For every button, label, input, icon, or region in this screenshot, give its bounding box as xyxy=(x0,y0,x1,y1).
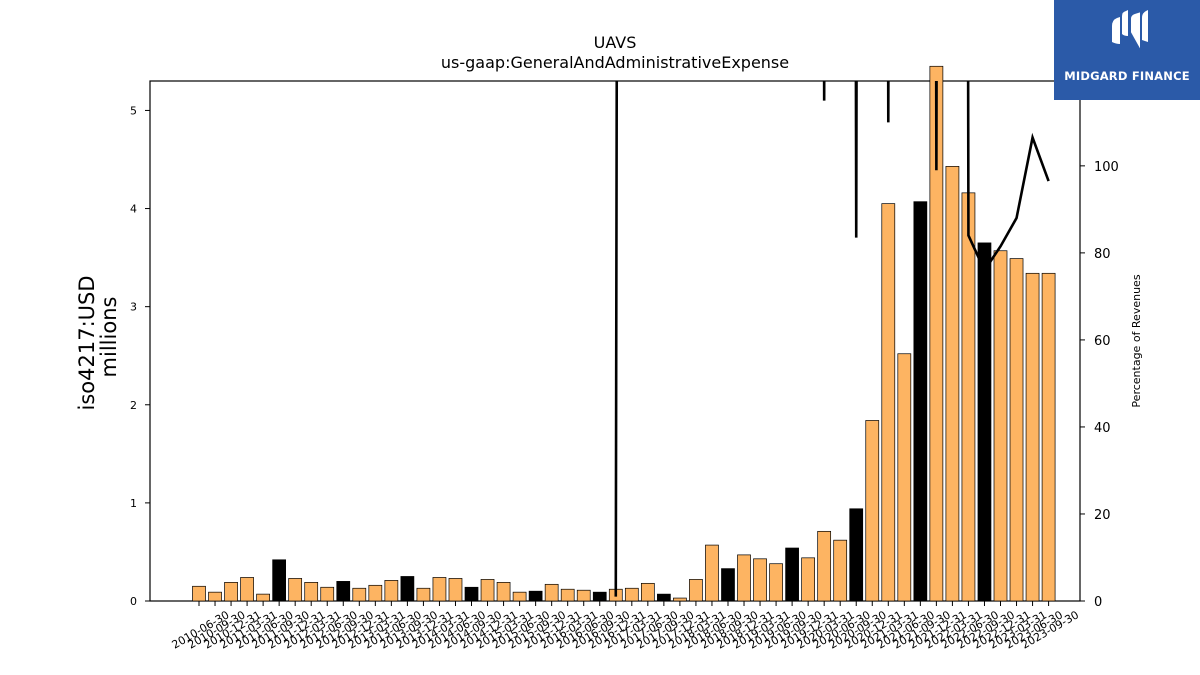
y-left-tick-label: 1 xyxy=(130,497,137,510)
bar-2011-09-30 xyxy=(272,559,286,602)
bar-2022-09-30 xyxy=(977,242,992,602)
bar-2010-06-30 xyxy=(192,585,206,602)
y-axis-right-label: Percentage of Revenues xyxy=(1130,274,1143,407)
y-left-tick-label: 2 xyxy=(130,399,137,412)
y-right-tick-label: 100 xyxy=(1094,160,1119,175)
bar-2021-09-30 xyxy=(913,201,928,602)
y-right-tick-label: 20 xyxy=(1094,508,1111,523)
bar-2016-03-31 xyxy=(560,588,575,602)
bar-2018-06-30 xyxy=(705,544,719,602)
bar-2022-06-30 xyxy=(961,192,976,602)
bar-2012-03-31 xyxy=(304,582,319,602)
bar-2010-12-31 xyxy=(224,582,238,602)
midgard-logo-icon xyxy=(1112,10,1148,49)
bar-2014-12-31 xyxy=(480,579,495,602)
bar-2016-06-30 xyxy=(576,589,591,602)
bar-2011-06-30 xyxy=(256,593,270,602)
bar-2023-03-31 xyxy=(1009,258,1024,602)
line-layer xyxy=(614,81,1050,597)
y-axis-left-label-line1: iso4217:USD xyxy=(75,275,99,410)
bar-2023-09-30 xyxy=(1041,272,1056,602)
x-axis: 2010-06-302010-09-302010-12-312011-03-31… xyxy=(170,601,1081,652)
bar-2011-03-31 xyxy=(240,577,254,602)
bar-2021-03-31 xyxy=(881,203,896,602)
bar-2013-06-30 xyxy=(384,580,399,602)
y-axis-left-label-line2: millions xyxy=(97,297,121,378)
chart-title: UAVS xyxy=(594,33,637,52)
bar-2018-12-31 xyxy=(737,554,751,602)
bar-2020-06-30 xyxy=(833,539,848,602)
bar-2015-09-30 xyxy=(528,590,543,602)
y-left-tick-label: 5 xyxy=(130,104,137,117)
bar-2015-06-30 xyxy=(512,591,527,602)
y-left-tick-label: 3 xyxy=(130,301,137,314)
bar-layer xyxy=(192,65,1056,602)
y-left-tick-label: 4 xyxy=(130,203,137,216)
bar-2017-09-30 xyxy=(657,593,671,602)
pct-revenue-line xyxy=(614,81,1050,597)
y-left-tick-label: 0 xyxy=(130,595,137,608)
y-axis-right: 0 20 40 60 80 100 xyxy=(1080,160,1119,610)
bar-2012-09-30 xyxy=(336,581,351,602)
bar-2013-12-31 xyxy=(416,587,431,602)
brand-logo: MIDGARD FINANCE xyxy=(1054,0,1200,100)
bar-2017-06-30 xyxy=(640,582,655,602)
bar-2014-06-30 xyxy=(448,578,463,602)
bar-2010-09-30 xyxy=(208,591,222,602)
y-right-tick-label: 0 xyxy=(1094,595,1102,610)
bar-2017-03-31 xyxy=(624,587,639,602)
brand-name: MIDGARD FINANCE xyxy=(1064,69,1190,83)
y-axis-left: 0 1 2 3 4 5 xyxy=(130,104,150,608)
bar-2020-09-30 xyxy=(849,508,864,602)
bar-2013-09-30 xyxy=(400,576,415,602)
bar-2020-03-31 xyxy=(817,530,832,602)
y-right-tick-label: 60 xyxy=(1094,334,1111,349)
chart-subtitle: us-gaap:GeneralAndAdministrativeExpense xyxy=(441,53,789,72)
bar-2019-03-31 xyxy=(753,558,767,602)
bar-2012-12-31 xyxy=(352,587,367,602)
bar-2015-12-31 xyxy=(544,583,559,602)
y-right-tick-label: 80 xyxy=(1094,247,1111,262)
bar-2020-12-31 xyxy=(865,420,880,602)
bar-2019-12-31 xyxy=(801,557,815,602)
bar-2016-09-30 xyxy=(592,591,607,602)
bar-2023-06-30 xyxy=(1025,272,1040,602)
bar-2018-03-31 xyxy=(689,579,703,602)
bar-2022-12-31 xyxy=(993,250,1008,602)
bar-2011-12-31 xyxy=(288,578,303,602)
bar-2013-03-31 xyxy=(368,584,383,602)
bar-2012-06-30 xyxy=(320,586,335,602)
bar-2022-03-31 xyxy=(945,166,960,602)
bar-2018-09-30 xyxy=(721,568,735,602)
bar-2019-09-30 xyxy=(785,547,799,602)
y-right-tick-label: 40 xyxy=(1094,421,1111,436)
bar-2021-06-30 xyxy=(897,353,912,602)
bar-2014-03-31 xyxy=(432,577,447,602)
bar-2017-12-31 xyxy=(673,597,687,602)
plot-area xyxy=(149,65,1081,602)
bar-2015-03-31 xyxy=(496,582,511,602)
bar-2019-06-30 xyxy=(769,563,783,602)
bar-2014-09-30 xyxy=(464,586,479,602)
